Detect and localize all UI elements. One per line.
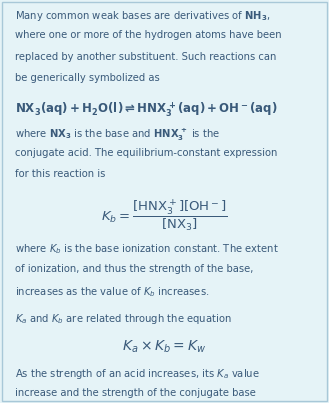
Text: of ionization, and thus the strength of the base,: of ionization, and thus the strength of … — [15, 264, 253, 274]
Text: increases as the value of $K_b$ increases.: increases as the value of $K_b$ increase… — [15, 285, 209, 299]
Text: where one or more of the hydrogen atoms have been: where one or more of the hydrogen atoms … — [15, 30, 281, 40]
Text: $K_b = \dfrac{[\mathrm{HNX_3^+}][\mathrm{OH^-}]}{[\mathrm{NX_3}]}$: $K_b = \dfrac{[\mathrm{HNX_3^+}][\mathrm… — [101, 199, 228, 234]
Text: replaced by another substituent. Such reactions can: replaced by another substituent. Such re… — [15, 52, 276, 62]
Text: $\mathbf{NX_3(aq) + H_2O(l) \rightleftharpoons HNX_3^{\,+}(aq) + OH^-(aq)}$: $\mathbf{NX_3(aq) + H_2O(l) \rightleftha… — [15, 100, 277, 119]
Text: where $\mathbf{NX_3}$ is the base and $\mathbf{HNX_3^{\,+}}$ is the: where $\mathbf{NX_3}$ is the base and $\… — [15, 127, 220, 143]
Text: increase and the strength of the conjugate base: increase and the strength of the conjuga… — [15, 388, 256, 399]
Text: where $K_b$ is the base ionization constant. The extent: where $K_b$ is the base ionization const… — [15, 243, 279, 256]
Text: $K_a \times K_b = K_w$: $K_a \times K_b = K_w$ — [122, 339, 207, 355]
Text: $K_a$ and $K_b$ are related through the equation: $K_a$ and $K_b$ are related through the … — [15, 312, 232, 326]
Text: conjugate acid. The equilibrium-constant expression: conjugate acid. The equilibrium-constant… — [15, 148, 277, 158]
Text: As the strength of an acid increases, its $K_a$ value: As the strength of an acid increases, it… — [15, 367, 260, 381]
Text: for this reaction is: for this reaction is — [15, 169, 105, 179]
Text: be generically symbolized as: be generically symbolized as — [15, 73, 160, 83]
Text: Many common weak bases are derivatives of $\mathbf{NH_3}$,: Many common weak bases are derivatives o… — [15, 9, 270, 23]
